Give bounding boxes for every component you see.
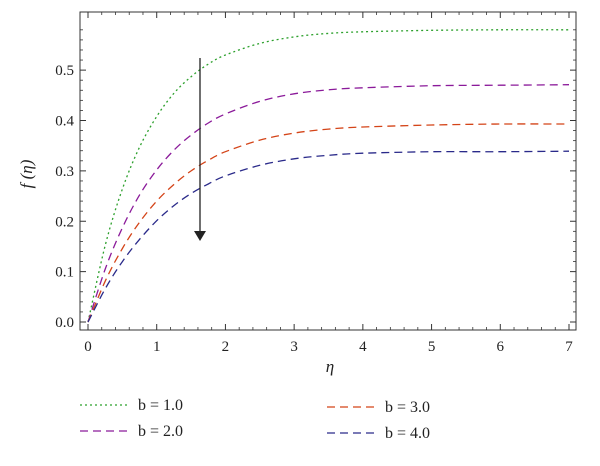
x-axis: 0 1 2 3 4 5 6 7 [84,12,573,355]
series-line-3 [87,123,570,323]
x-tick-label: 7 [565,339,573,355]
x-tick-label: 2 [222,339,230,355]
y-tick-label: 0.2 [55,214,74,230]
series-line-4 [87,150,570,323]
series-lines [87,29,570,323]
x-axis-label: η [326,357,334,376]
legend-label: b = 1.0 [138,397,183,414]
x-tick-label: 6 [497,339,505,355]
y-tick-label: 0.5 [55,63,74,79]
y-axis-label: f (η) [17,159,36,188]
x-tick-label: 1 [153,339,161,355]
legend-label: b = 2.0 [138,423,183,440]
plot-frame [79,11,577,331]
legend-label: b = 3.0 [385,399,430,416]
x-tick-label: 0 [84,339,92,355]
legend-label: b = 4.0 [385,425,430,442]
y-axis: 0.0 0.1 0.2 0.3 0.4 0.5 [55,29,576,331]
series-line-2 [87,84,570,323]
x-tick-label: 4 [359,339,367,355]
y-tick-label: 0.4 [55,114,74,130]
x-tick-label: 5 [428,339,436,355]
y-tick-label: 0.0 [55,315,74,331]
y-tick-label: 0.3 [55,164,74,180]
y-tick-label: 0.1 [55,265,74,281]
legend: b = 1.0 b = 2.0 b = 3.0 b = 4.0 [80,397,430,442]
x-tick-label: 3 [290,339,298,355]
series-line-1 [87,29,570,323]
